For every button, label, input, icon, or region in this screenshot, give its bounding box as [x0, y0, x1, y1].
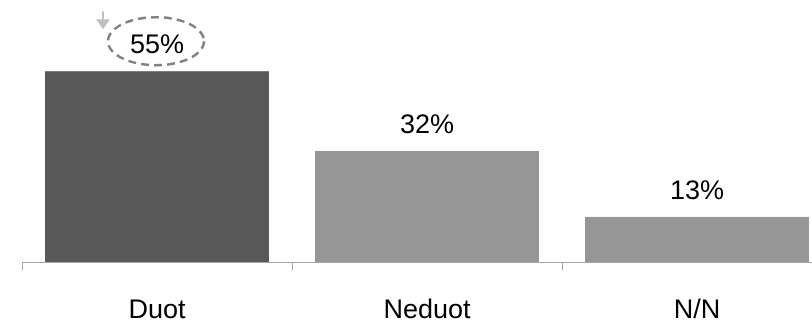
highlight-ellipse [106, 15, 206, 67]
x-tick-label: N/N [674, 294, 721, 324]
x-tick-label: Neduot [383, 294, 471, 324]
bars-layer [45, 71, 809, 262]
bar-neduot [315, 151, 539, 262]
x-tick-label: Duot [128, 294, 186, 324]
data-label: 32% [400, 109, 454, 139]
bar-duot [45, 71, 269, 262]
data-label: 55% [130, 29, 184, 59]
labels-layer: 55% Duot 32% Neduot 13% N/N [128, 29, 724, 324]
annotation-layer [96, 11, 206, 67]
highlight-arrow-icon [96, 19, 110, 30]
bar-n-n [585, 216, 809, 262]
data-label: 13% [670, 175, 724, 205]
axis-layer [22, 262, 812, 270]
